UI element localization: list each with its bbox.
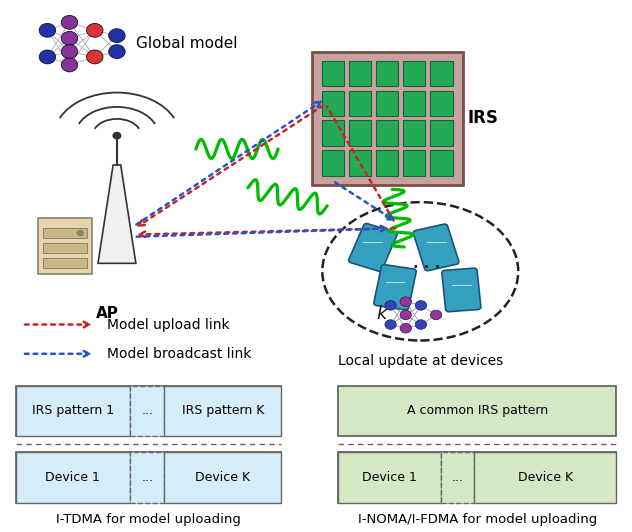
Bar [430,121,453,146]
Bar [403,90,425,116]
Circle shape [39,50,56,64]
FancyBboxPatch shape [43,258,87,268]
Bar [430,90,453,116]
Bar [376,90,398,116]
FancyBboxPatch shape [349,223,397,271]
Bar [164,452,281,503]
Text: Model broadcast link: Model broadcast link [107,347,252,361]
Text: ...: ... [141,404,153,418]
Bar [349,121,371,146]
Bar [312,52,463,185]
Text: Device 1: Device 1 [46,471,100,484]
Circle shape [109,45,125,59]
Circle shape [87,23,103,37]
Text: Device K: Device K [518,471,573,484]
FancyBboxPatch shape [43,228,87,238]
Text: IRS pattern K: IRS pattern K [181,404,264,418]
Text: I-NOMA/I-FDMA for model uploading: I-NOMA/I-FDMA for model uploading [358,513,597,526]
Bar [322,151,344,176]
Text: Global model: Global model [136,36,238,51]
Bar [430,61,453,86]
Circle shape [415,320,427,329]
Polygon shape [98,165,136,263]
FancyBboxPatch shape [43,243,87,253]
Bar [376,151,398,176]
Circle shape [400,310,411,320]
Circle shape [76,230,84,236]
Bar [376,61,398,86]
Circle shape [400,297,411,306]
Bar [322,121,344,146]
Bar [349,61,371,86]
Circle shape [39,23,56,37]
Text: Device 1: Device 1 [362,471,417,484]
Text: ...: ... [141,471,153,484]
Bar [322,90,344,116]
Bar [16,452,281,503]
Text: IRS pattern 1: IRS pattern 1 [32,404,114,418]
Text: · · ·: · · · [413,260,441,275]
Bar [403,61,425,86]
Text: ...: ... [452,471,464,484]
Bar [16,452,130,503]
FancyBboxPatch shape [38,218,92,274]
Text: AP: AP [96,306,119,321]
Bar [349,90,371,116]
Text: $k$: $k$ [377,305,389,323]
Bar [403,151,425,176]
Text: I-TDMA for model uploading: I-TDMA for model uploading [56,513,241,526]
Circle shape [87,50,103,64]
Circle shape [61,58,78,72]
Bar [403,121,425,146]
Circle shape [385,320,396,329]
Text: A common IRS pattern: A common IRS pattern [406,404,548,418]
Bar [475,452,616,503]
Bar [349,151,371,176]
Text: IRS: IRS [468,110,499,127]
Bar [338,452,616,503]
FancyBboxPatch shape [442,268,481,312]
FancyBboxPatch shape [413,224,459,271]
Circle shape [400,323,411,333]
Bar [16,386,281,436]
Bar [430,151,453,176]
Circle shape [415,301,427,310]
Circle shape [109,29,125,43]
Bar [130,452,164,503]
Text: Device K: Device K [195,471,250,484]
Circle shape [113,132,121,139]
Text: Model upload link: Model upload link [107,318,230,331]
Bar [16,386,130,436]
Circle shape [430,310,442,320]
Bar [338,386,616,436]
Bar [376,121,398,146]
Bar [322,61,344,86]
Bar [130,386,164,436]
FancyBboxPatch shape [374,264,416,310]
Bar [338,452,441,503]
Circle shape [61,31,78,45]
Bar [164,386,281,436]
Circle shape [61,45,78,59]
Text: Local update at devices: Local update at devices [337,354,503,368]
Circle shape [61,15,78,29]
Circle shape [385,301,396,310]
Bar [441,452,475,503]
